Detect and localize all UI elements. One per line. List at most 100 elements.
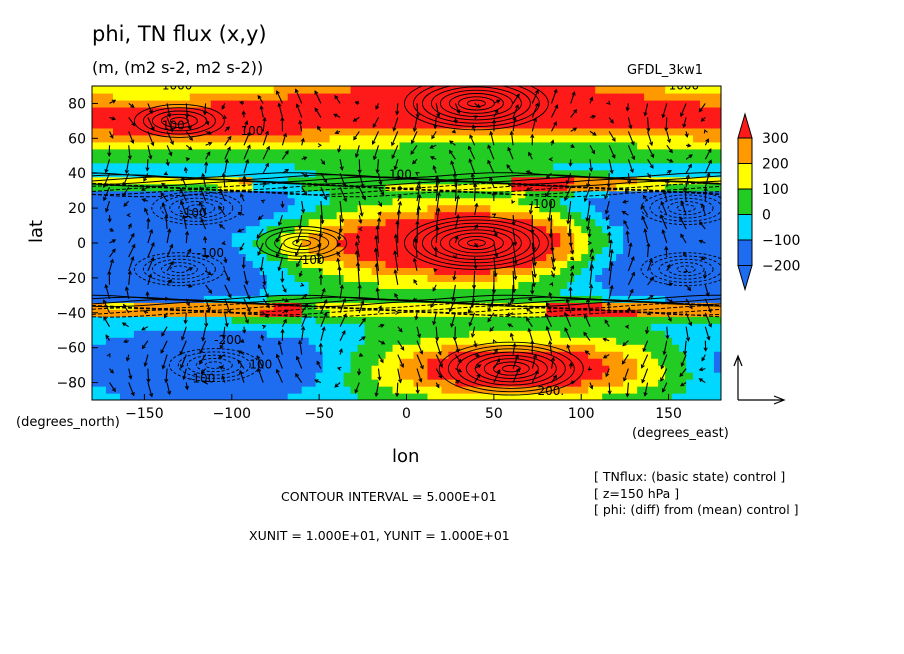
field-cell: [553, 253, 561, 262]
field-cell: [518, 232, 526, 241]
field-cell: [238, 316, 247, 324]
field-cell: [147, 246, 156, 255]
field-cell: [245, 120, 254, 129]
field-cell: [189, 351, 198, 359]
field-cell: [483, 134, 491, 143]
field-cell: [329, 393, 338, 400]
field-cell: [651, 344, 659, 352]
field-cell: [567, 246, 575, 255]
field-cell: [595, 225, 603, 234]
field-cell: [588, 351, 596, 359]
field-cell: [595, 232, 603, 241]
field-cell: [546, 253, 554, 262]
field-cell: [434, 372, 443, 380]
field-cell: [448, 134, 457, 143]
field-cell: [364, 155, 373, 164]
field-cell: [336, 246, 345, 255]
field-cell: [609, 358, 617, 366]
field-cell: [651, 190, 659, 199]
flux-vector-head: [244, 120, 249, 125]
flux-vector: [416, 206, 420, 230]
field-cell: [399, 141, 408, 150]
field-cell: [105, 134, 114, 143]
field-cell: [161, 372, 170, 380]
field-cell: [92, 295, 100, 303]
field-cell: [287, 218, 296, 227]
field-cell: [665, 344, 673, 352]
field-cell: [672, 372, 680, 380]
flux-vector: [356, 251, 360, 271]
flux-vector-head: [204, 254, 210, 259]
field-cell: [532, 86, 540, 94]
field-cell: [371, 351, 380, 359]
field-cell: [413, 211, 422, 220]
flux-vector-head: [400, 346, 405, 351]
field-cell: [553, 358, 561, 366]
field-cell: [560, 267, 568, 275]
field-cell: [399, 86, 408, 94]
flux-vector-head: [300, 282, 305, 287]
field-cell: [700, 197, 708, 206]
field-cell: [581, 344, 589, 352]
field-cell: [595, 358, 603, 366]
flux-vector: [281, 133, 287, 146]
field-cell: [203, 386, 212, 394]
field-cell: [92, 218, 100, 227]
field-cell: [462, 232, 470, 241]
field-cell: [182, 86, 191, 94]
field-cell: [665, 218, 673, 227]
field-cell: [525, 162, 533, 171]
field-cell: [532, 295, 540, 303]
field-cell: [637, 386, 645, 394]
flux-vector-head: [455, 214, 460, 219]
flux-vector-head: [434, 336, 440, 342]
field-cell: [168, 365, 177, 373]
field-cell: [511, 232, 519, 241]
flux-vector-head: [321, 287, 326, 293]
flux-vector: [435, 368, 442, 379]
field-cell: [105, 281, 114, 289]
field-cell: [357, 141, 366, 150]
flux-vector-head: [410, 139, 415, 145]
field-cell: [595, 176, 603, 185]
field-cell: [98, 260, 107, 269]
flux-vector: [260, 256, 264, 271]
field-cell: [126, 232, 135, 241]
field-cell: [189, 260, 198, 269]
field-cell: [714, 183, 721, 192]
field-cell: [154, 99, 163, 108]
field-cell: [630, 330, 638, 338]
flux-vector-head: [283, 132, 288, 138]
field-cell: [518, 386, 526, 394]
field-cell: [182, 330, 191, 338]
field-cell: [588, 260, 596, 269]
field-cell: [539, 365, 547, 373]
field-cell: [560, 260, 568, 269]
field-cell: [294, 239, 303, 248]
field-cell: [203, 281, 212, 289]
field-cell: [217, 379, 226, 387]
flux-vector-head: [356, 371, 362, 376]
field-cell: [427, 141, 436, 150]
field-cell: [308, 274, 317, 282]
field-cell: [693, 358, 701, 366]
field-cell: [714, 86, 721, 94]
field-cell: [539, 274, 547, 282]
field-cell: [560, 337, 568, 345]
field-cell: [168, 218, 177, 227]
field-cell: [644, 281, 652, 289]
field-cell: [322, 86, 331, 94]
field-cell: [224, 162, 233, 171]
field-cell: [630, 197, 638, 206]
field-cell: [651, 379, 659, 387]
field-cell: [427, 386, 436, 394]
field-cell: [630, 246, 638, 255]
field-cell: [672, 330, 680, 338]
flux-vector: [199, 201, 207, 216]
field-cell: [371, 86, 380, 94]
flux-vector: [358, 300, 364, 313]
field-cell: [126, 386, 135, 394]
flux-vector-head: [358, 352, 364, 357]
flux-vector: [224, 270, 230, 281]
flux-vector-head: [239, 338, 245, 343]
